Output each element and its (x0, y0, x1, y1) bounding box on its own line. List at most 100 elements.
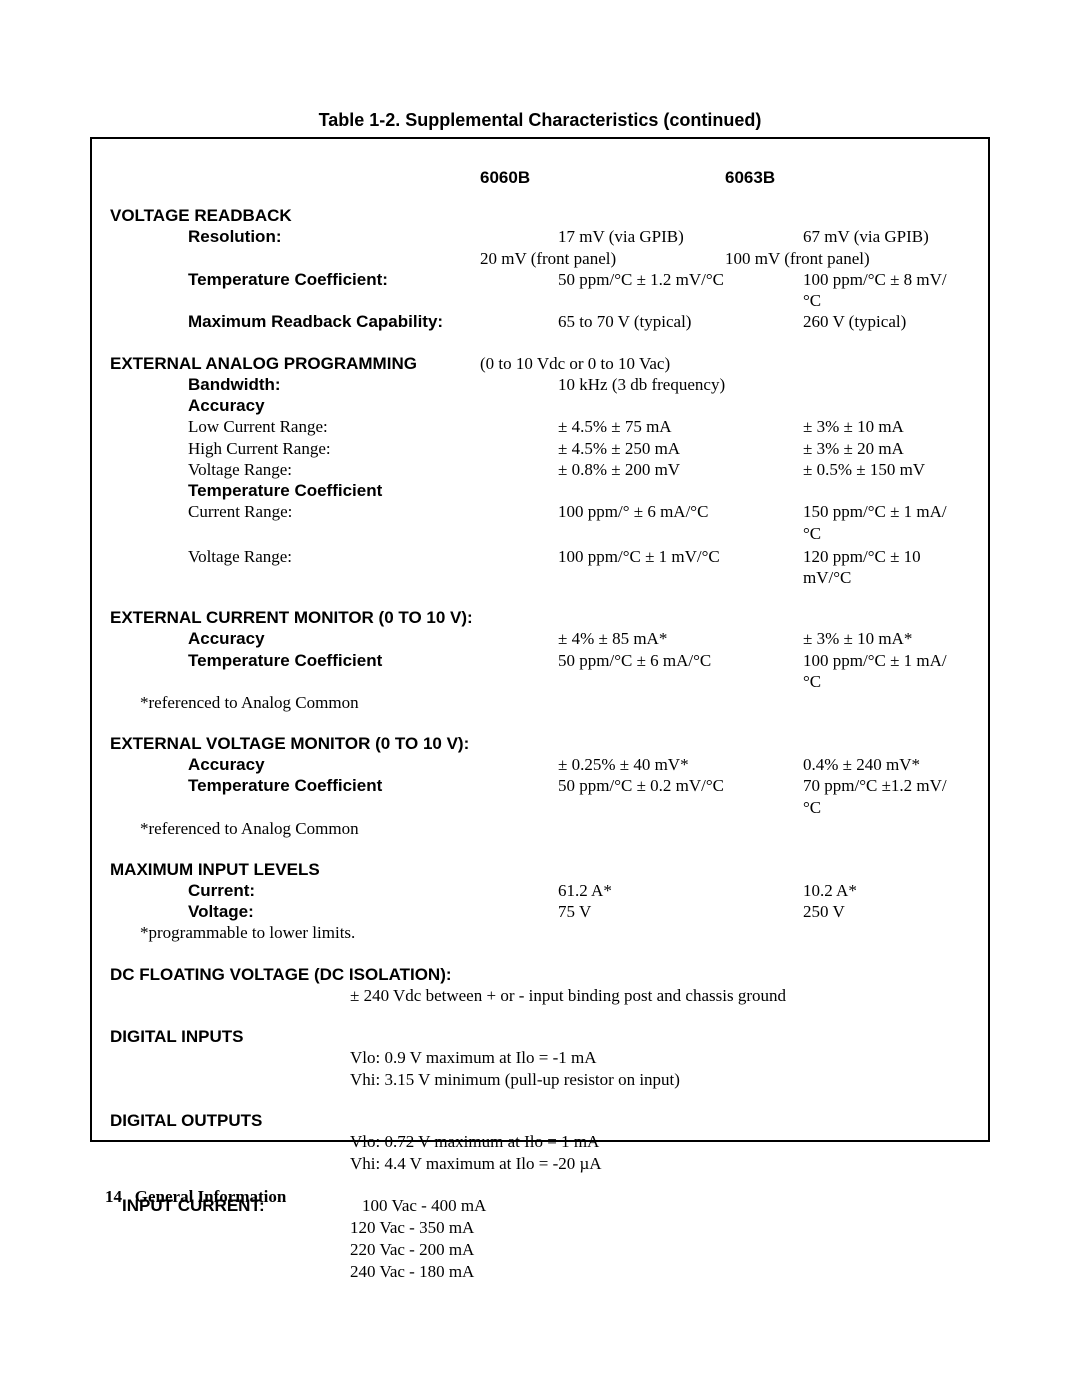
footnote: *referenced to Analog Common (110, 818, 948, 840)
table-row: Resolution: 17 mV (via GPIB) 67 mV (via … (110, 226, 948, 247)
table-row: Vhi: 4.4 V maximum at Ilo = -20 µA (110, 1153, 948, 1175)
table-row: Bandwidth: 10 kHz (3 db frequency) (110, 374, 948, 395)
voltage-range-label: Voltage Range: (110, 459, 558, 480)
cell-value: 70 ppm/°C ±1.2 mV/°C (803, 775, 948, 818)
cell-value: 240 Vac - 180 mA (350, 1261, 948, 1283)
cell-value: ± 240 Vdc between + or - input binding p… (350, 985, 948, 1007)
cell-value: 20 mV (front panel) (480, 248, 725, 269)
page-number: 14 (105, 1187, 122, 1206)
table-row: 20 mV (front panel) 100 mV (front panel) (110, 248, 948, 269)
page-footer: 14 General Information (105, 1187, 286, 1207)
cell-value: 100 ppm/°C ± 1 mV/°C (558, 546, 803, 589)
table-row: Accuracy ± 0.25% ± 40 mV* 0.4% ± 240 mV* (110, 754, 948, 775)
table-row: Vlo: 0.72 V maximum at Ilo = 1 mA (110, 1131, 948, 1153)
current-label: Current: (110, 880, 558, 901)
temp-coeff-label: Temperature Coefficient: (110, 269, 558, 312)
table-row: Temperature Coefficient (110, 480, 948, 501)
cell-value: 75 V (558, 901, 803, 922)
model-a-header: 6060B (480, 167, 725, 188)
cell-value: 150 ppm/°C ± 1 mA/°C (803, 501, 948, 544)
table-row: Low Current Range: ± 4.5% ± 75 mA ± 3% ±… (110, 416, 948, 437)
cell-value: 61.2 A* (558, 880, 803, 901)
voltage-label: Voltage: (110, 901, 558, 922)
table-row: EXTERNAL ANALOG PROGRAMMING (0 to 10 Vdc… (110, 353, 948, 374)
cell-value: Vhi: 4.4 V maximum at Ilo = -20 µA (350, 1153, 948, 1175)
voltage-readback-heading: VOLTAGE READBACK (110, 206, 948, 226)
cell-value: ± 3% ± 20 mA (803, 438, 948, 459)
footer-section: General Information (135, 1187, 287, 1206)
model-b-header: 6063B (725, 167, 948, 188)
cell-value: 10 kHz (3 db frequency) (558, 374, 803, 395)
document-page: Table 1-2. Supplemental Characteristics … (0, 0, 1080, 1397)
table-row: Accuracy (110, 395, 948, 416)
table-row: ± 240 Vdc between + or - input binding p… (110, 985, 948, 1007)
table-row: Current Range: 100 ppm/° ± 6 mA/°C 150 p… (110, 501, 948, 544)
cell-value: ± 4.5% ± 250 mA (558, 438, 803, 459)
cell-value: 100 Vac - 400 mA (362, 1195, 948, 1217)
current-range-label: Current Range: (110, 501, 558, 544)
cell-value: 17 mV (via GPIB) (558, 226, 803, 247)
footnote: *referenced to Analog Common (110, 692, 948, 714)
cell-value: 260 V (typical) (803, 311, 948, 332)
accuracy-label: Accuracy (110, 628, 558, 649)
accuracy-label: Accuracy (110, 754, 558, 775)
table-row: 240 Vac - 180 mA (110, 1261, 948, 1283)
cell-value: 50 ppm/°C ± 0.2 mV/°C (558, 775, 803, 818)
table-title: Table 1-2. Supplemental Characteristics … (90, 110, 990, 131)
cell-value: 220 Vac - 200 mA (350, 1239, 948, 1261)
bandwidth-label: Bandwidth: (110, 374, 558, 395)
table-row: Temperature Coefficient: 50 ppm/°C ± 1.2… (110, 269, 948, 312)
table-row: Temperature Coefficient 50 ppm/°C ± 6 mA… (110, 650, 948, 693)
table-row: Accuracy ± 4% ± 85 mA* ± 3% ± 10 mA* (110, 628, 948, 649)
cell-value: 50 ppm/°C ± 6 mA/°C (558, 650, 803, 693)
max-readback-label: Maximum Readback Capability: (110, 311, 558, 332)
cell-value: ± 0.5% ± 150 mV (803, 459, 948, 480)
cell-value: ± 0.8% ± 200 mV (558, 459, 803, 480)
cell-value: 250 V (803, 901, 948, 922)
table-row: Vlo: 0.9 V maximum at Ilo = -1 mA (110, 1047, 948, 1069)
high-current-label: High Current Range: (110, 438, 558, 459)
digital-outputs-heading: DIGITAL OUTPUTS (110, 1111, 948, 1131)
cell-value: ± 4.5% ± 75 mA (558, 416, 803, 437)
table-row: Voltage Range: 100 ppm/°C ± 1 mV/°C 120 … (110, 546, 948, 589)
cell-value: Vlo: 0.9 V maximum at Ilo = -1 mA (350, 1047, 948, 1069)
max-input-levels-heading: MAXIMUM INPUT LEVELS (110, 860, 948, 880)
temp-coeff-label: Temperature Coefficient (110, 650, 558, 693)
cell-value: 120 Vac - 350 mA (350, 1217, 948, 1239)
cell-value: (0 to 10 Vdc or 0 to 10 Vac) (480, 353, 725, 374)
temp-coeff-label: Temperature Coefficient (110, 480, 558, 501)
temp-coeff-label: Temperature Coefficient (110, 775, 558, 818)
low-current-label: Low Current Range: (110, 416, 558, 437)
spec-table-frame: 6060B 6063B VOLTAGE READBACK Resolution:… (90, 137, 990, 1142)
cell-value: Vhi: 3.15 V minimum (pull-up resistor on… (350, 1069, 948, 1091)
cell-value: 67 mV (via GPIB) (803, 226, 948, 247)
table-row: Voltage Range: ± 0.8% ± 200 mV ± 0.5% ± … (110, 459, 948, 480)
table-row: Current: 61.2 A* 10.2 A* (110, 880, 948, 901)
cell-value: 100 mV (front panel) (725, 248, 948, 269)
cell-value: ± 4% ± 85 mA* (558, 628, 803, 649)
ext-voltage-monitor-heading: EXTERNAL VOLTAGE MONITOR (0 TO 10 V): (110, 734, 948, 754)
cell-value: 10.2 A* (803, 880, 948, 901)
cell-value: 120 ppm/°C ± 10 mV/°C (803, 546, 948, 589)
cell-value: 100 ppm/° ± 6 mA/°C (558, 501, 803, 544)
footnote: *programmable to lower limits. (110, 922, 948, 944)
digital-inputs-heading: DIGITAL INPUTS (110, 1027, 948, 1047)
ext-current-monitor-heading: EXTERNAL CURRENT MONITOR (0 TO 10 V): (110, 608, 948, 628)
voltage-range-label: Voltage Range: (110, 546, 558, 589)
cell-value: Vlo: 0.72 V maximum at Ilo = 1 mA (350, 1131, 948, 1153)
cell-value: 65 to 70 V (typical) (558, 311, 803, 332)
accuracy-label: Accuracy (110, 395, 558, 416)
table-row: 220 Vac - 200 mA (110, 1239, 948, 1261)
dc-floating-heading: DC FLOATING VOLTAGE (DC ISOLATION): (110, 965, 948, 985)
resolution-label: Resolution: (110, 226, 558, 247)
cell-value: ± 3% ± 10 mA (803, 416, 948, 437)
table-row: High Current Range: ± 4.5% ± 250 mA ± 3%… (110, 438, 948, 459)
cell-value: 50 ppm/°C ± 1.2 mV/°C (558, 269, 803, 312)
table-row: Maximum Readback Capability: 65 to 70 V … (110, 311, 948, 332)
table-row: Vhi: 3.15 V minimum (pull-up resistor on… (110, 1069, 948, 1091)
table-row: 120 Vac - 350 mA (110, 1217, 948, 1239)
cell-value: 0.4% ± 240 mV* (803, 754, 948, 775)
cell-value: ± 3% ± 10 mA* (803, 628, 948, 649)
cell-value: 100 ppm/°C ± 8 mV/°C (803, 269, 948, 312)
table-row: Temperature Coefficient 50 ppm/°C ± 0.2 … (110, 775, 948, 818)
